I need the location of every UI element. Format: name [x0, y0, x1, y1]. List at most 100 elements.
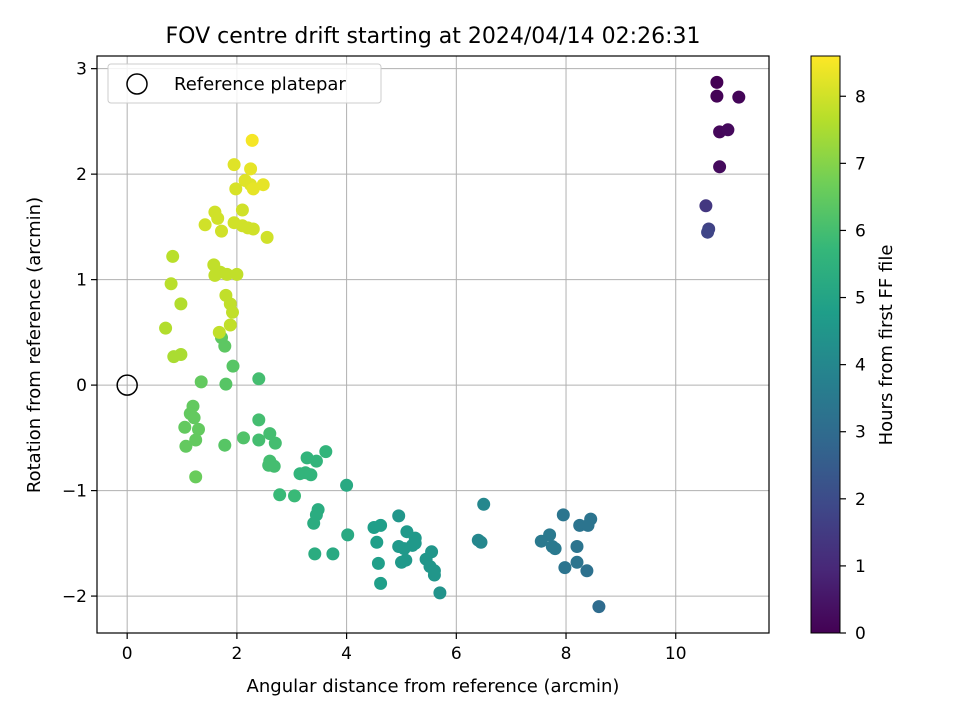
data-point	[189, 433, 203, 447]
data-points	[159, 75, 746, 614]
data-point	[399, 553, 413, 567]
y-axis-ticks: −2 −1 0 1 2 3	[62, 60, 97, 607]
colorbar-tick-label: 0	[855, 624, 866, 644]
data-point	[570, 540, 584, 553]
data-point	[252, 372, 266, 386]
data-point	[304, 468, 318, 482]
data-point	[732, 90, 746, 104]
data-point	[226, 305, 239, 319]
data-point	[219, 377, 233, 391]
data-point	[548, 542, 562, 556]
data-point	[699, 199, 713, 213]
y-tick-label: 1	[76, 271, 87, 291]
data-point	[229, 182, 243, 196]
data-point	[235, 203, 249, 217]
y-tick-label: −2	[62, 587, 87, 607]
data-point	[237, 431, 250, 445]
data-point	[260, 230, 274, 244]
reference-platepar-marker	[116, 374, 138, 396]
data-point	[570, 555, 584, 569]
data-point	[187, 411, 201, 425]
y-tick-label: 3	[76, 60, 87, 80]
data-point	[308, 547, 322, 561]
data-point	[227, 158, 241, 172]
data-point	[392, 509, 406, 523]
data-point	[246, 182, 260, 196]
data-point	[223, 318, 237, 332]
data-point	[558, 561, 572, 575]
data-point	[174, 348, 188, 361]
x-tick-label: 6	[451, 644, 462, 664]
data-point	[581, 518, 595, 532]
data-point	[212, 325, 226, 339]
data-point	[226, 359, 240, 373]
legend: Reference platepar	[107, 63, 382, 104]
data-point	[215, 224, 228, 238]
data-point	[246, 222, 260, 236]
data-point	[194, 375, 208, 389]
y-axis-label: Rotation from reference (arcmin)	[24, 197, 45, 493]
data-point	[244, 162, 258, 176]
data-point	[267, 459, 281, 473]
y-tick-label: 2	[76, 165, 87, 185]
data-point	[164, 277, 178, 291]
data-point	[319, 445, 333, 459]
data-point	[534, 534, 548, 548]
data-point	[307, 516, 321, 530]
data-point	[218, 438, 232, 452]
data-point	[427, 568, 441, 582]
data-point	[252, 433, 266, 447]
colorbar-tick-label: 5	[855, 289, 866, 309]
data-point	[273, 488, 287, 502]
data-point	[326, 547, 340, 561]
data-point	[263, 427, 277, 441]
data-point	[433, 586, 447, 600]
data-point	[341, 528, 355, 542]
data-point	[340, 478, 354, 492]
x-tick-label: 2	[231, 644, 242, 664]
data-point	[721, 123, 735, 137]
legend-entry-label: Reference platepar	[174, 74, 346, 95]
data-point	[701, 225, 715, 239]
data-point	[166, 249, 180, 263]
colorbar-tick-label: 2	[855, 490, 866, 510]
colorbar-ticks: 0 1 2 3 4 5 6 7 8	[840, 87, 866, 644]
data-point	[371, 556, 385, 570]
data-point	[208, 268, 222, 282]
data-point	[374, 576, 388, 590]
data-point	[178, 420, 192, 434]
data-point	[710, 75, 724, 89]
colorbar-tick-label: 3	[855, 423, 866, 443]
data-point	[256, 178, 270, 192]
data-point	[288, 489, 301, 503]
data-point	[159, 321, 173, 335]
colorbar-tick-label: 4	[855, 356, 866, 376]
y-tick-label: 0	[76, 376, 87, 396]
colorbar-tick-label: 1	[855, 557, 866, 577]
data-point	[211, 211, 225, 225]
colorbar	[810, 55, 841, 634]
x-axis-ticks: 0 2 4 6 8 10	[122, 633, 687, 664]
data-point	[713, 160, 727, 174]
legend-marker	[126, 73, 148, 95]
chart-title: FOV centre drift starting at 2024/04/14 …	[166, 24, 701, 49]
colorbar-tick-label: 7	[855, 154, 866, 174]
data-point	[198, 218, 212, 232]
colorbar-tick-label: 8	[855, 87, 866, 107]
x-tick-label: 8	[561, 644, 572, 664]
reference-marker	[116, 374, 138, 396]
legend-box	[107, 63, 382, 104]
data-point	[192, 422, 205, 436]
data-point	[408, 536, 422, 550]
data-point	[252, 413, 266, 427]
data-point	[710, 89, 724, 103]
colorbar-label: Hours from first FF file	[876, 245, 897, 446]
data-point	[374, 518, 388, 532]
axes-frame	[96, 55, 770, 634]
data-point	[556, 508, 570, 522]
data-point	[268, 436, 282, 450]
data-point	[179, 439, 193, 453]
data-point	[220, 267, 234, 281]
x-tick-label: 4	[341, 644, 352, 664]
data-point	[245, 133, 259, 147]
